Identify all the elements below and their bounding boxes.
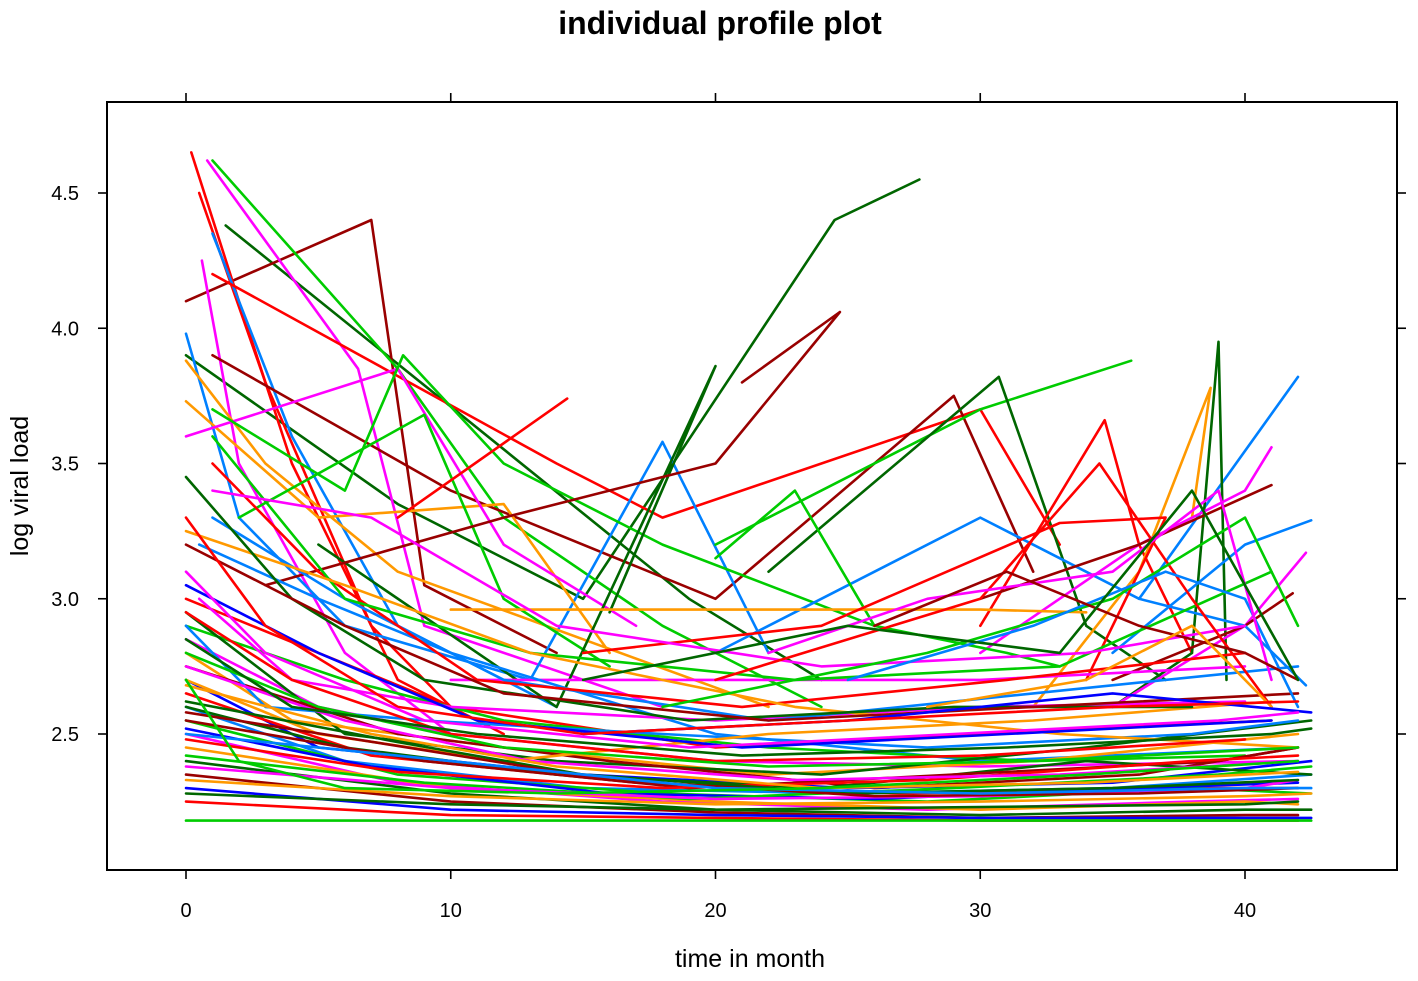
profile-line [661, 516, 1300, 709]
profile-line [184, 610, 1247, 763]
chart-title: individual profile plot [558, 5, 882, 41]
profile-line [1031, 386, 1212, 709]
axis-ticks: 0 10 20 30 40 2.5 3.0 3.5 4.0 4.5 [51, 93, 1406, 922]
profile-line [714, 359, 1133, 546]
profile-line [184, 683, 1300, 790]
profile-line [184, 610, 1313, 776]
profile-line [184, 637, 1313, 757]
profile-line [317, 364, 717, 709]
profile-line [184, 367, 638, 628]
profile-lines [184, 151, 1313, 822]
profile-line [978, 483, 1273, 601]
profile-line [184, 732, 1313, 795]
profile-line [581, 489, 1300, 682]
y-tick-label: 3.0 [51, 589, 79, 611]
profile-line [925, 624, 1273, 709]
profile-line [264, 310, 842, 587]
profile-line [396, 397, 569, 519]
y-tick-label: 4.5 [51, 183, 79, 205]
profile-line [184, 570, 1300, 749]
x-tick-label: 10 [440, 900, 462, 922]
profile-line [211, 353, 876, 628]
profile-line [978, 445, 1273, 655]
profile-line [211, 489, 1247, 668]
profile-line [205, 159, 664, 709]
profile-line [184, 678, 1300, 795]
profile-line [581, 516, 1167, 682]
profile-line [184, 738, 1300, 790]
profile-line [767, 489, 1273, 682]
profile-line [184, 178, 921, 601]
profile-line [184, 651, 1300, 768]
profile-line [184, 516, 1300, 736]
profile-line [846, 570, 1300, 709]
profile-line [1111, 518, 1313, 655]
profile-line [190, 151, 506, 736]
profile-line [714, 375, 1300, 655]
x-tick-label: 30 [969, 900, 991, 922]
x-tick-label: 20 [704, 900, 726, 922]
profile-line [184, 765, 1300, 801]
profile-line [184, 218, 558, 655]
profile-line [184, 778, 1313, 806]
profile-line [184, 786, 1313, 820]
y-axis-label: log viral load [6, 416, 34, 556]
y-tick-label: 4.0 [51, 318, 79, 340]
profile-line [224, 224, 823, 682]
profile-line [184, 359, 770, 709]
profile-line [184, 773, 1300, 820]
plot-frame [106, 101, 1398, 871]
y-tick-label: 3.5 [51, 454, 79, 476]
profile-line [184, 543, 1300, 722]
profile-line [767, 375, 1167, 682]
profile-line [184, 529, 1300, 749]
profile-line [978, 418, 1194, 655]
profile-line [184, 700, 1300, 795]
profile-line [197, 543, 1300, 763]
profile-line [211, 462, 1247, 709]
profile-line [184, 792, 1300, 812]
profile-line [714, 462, 1273, 709]
x-tick-label: 0 [180, 900, 191, 922]
profile-line [1111, 340, 1228, 709]
x-tick-label: 40 [1234, 900, 1256, 922]
profile-line [449, 608, 1088, 614]
profile-line [184, 624, 1247, 763]
profile-line [184, 759, 1313, 817]
y-tick-label: 2.5 [51, 724, 79, 746]
profile-line [873, 570, 1300, 682]
profile-line [211, 272, 1061, 546]
x-axis-label: time in month [675, 945, 825, 973]
profile-line [237, 413, 611, 668]
profile-line [211, 516, 1300, 722]
profile-line [184, 583, 1273, 749]
profile-line [211, 435, 1273, 682]
